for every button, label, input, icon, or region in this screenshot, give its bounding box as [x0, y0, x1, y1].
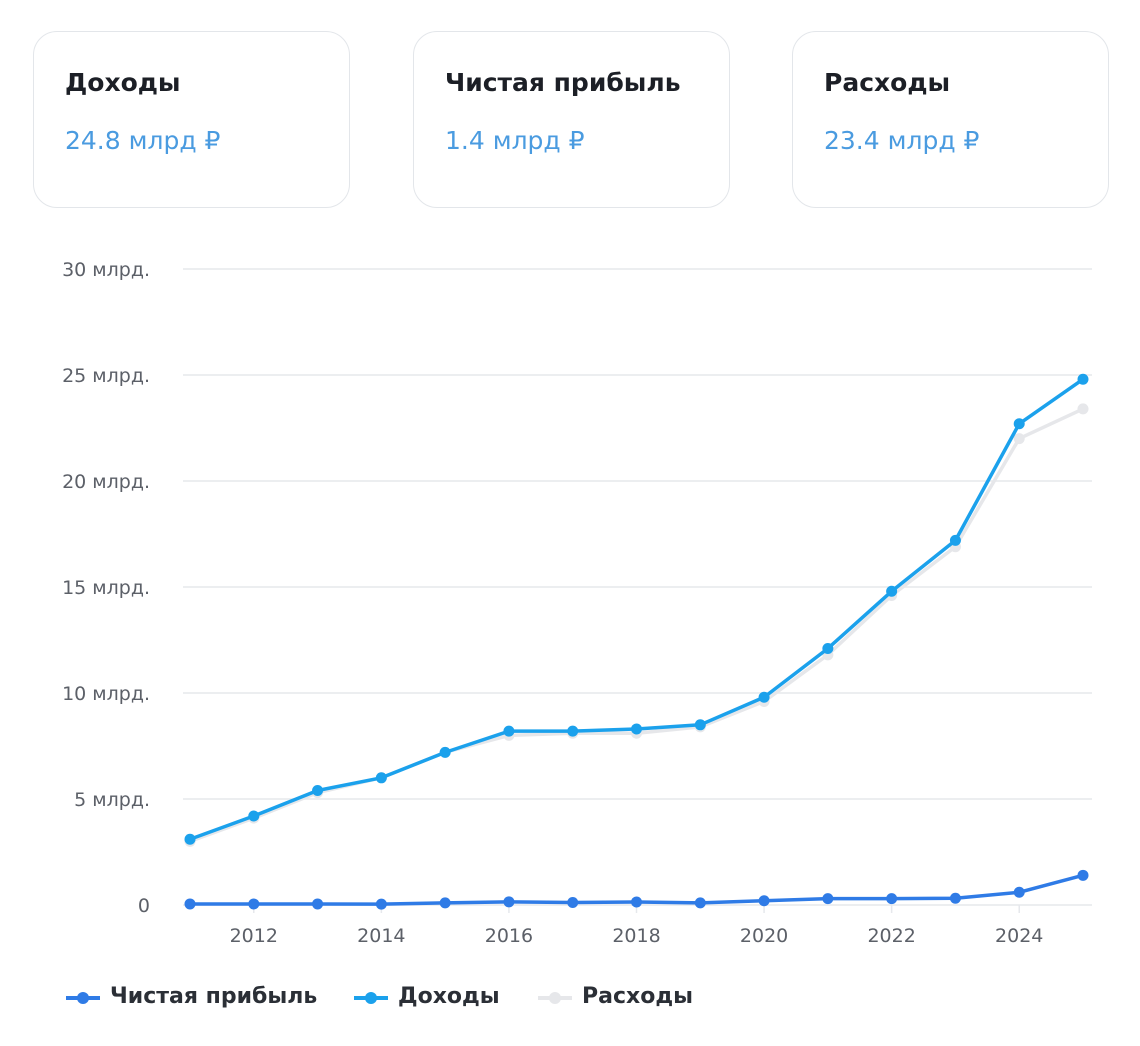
data-point-revenue	[1077, 373, 1089, 385]
data-point-revenue	[503, 725, 515, 737]
data-point-revenue	[886, 585, 898, 597]
data-point-revenue	[822, 642, 834, 654]
x-tick-label: 2022	[867, 925, 915, 947]
card-net-profit[interactable]: Чистая прибыль 1.4 млрд ₽	[413, 31, 730, 208]
data-point-revenue	[375, 772, 387, 784]
card-expenses-title: Расходы	[824, 68, 951, 97]
x-tick-label: 2016	[485, 925, 533, 947]
y-tick-label: 0	[138, 895, 150, 917]
card-revenue-title: Доходы	[65, 68, 181, 97]
data-point-revenue	[567, 725, 579, 737]
data-point-profit	[694, 897, 706, 909]
card-net-profit-value: 1.4 млрд ₽	[445, 126, 585, 155]
data-point-profit	[822, 893, 834, 905]
data-point-profit	[312, 898, 324, 910]
x-tick-label: 2024	[995, 925, 1043, 947]
x-tick-label: 2018	[612, 925, 660, 947]
data-point-revenue	[1013, 418, 1025, 430]
data-point-expenses	[1013, 433, 1025, 445]
grid-lines	[183, 268, 1092, 913]
data-point-profit	[758, 895, 770, 907]
card-expenses-value: 23.4 млрд ₽	[824, 126, 980, 155]
series-expenses	[184, 403, 1089, 847]
data-point-revenue	[312, 785, 324, 797]
series-line-expenses	[189, 407, 1084, 844]
data-point-revenue	[184, 833, 196, 845]
data-point-profit	[1013, 886, 1025, 898]
data-point-profit	[631, 896, 642, 908]
x-tick-label: 2020	[740, 925, 788, 947]
data-point-revenue	[248, 810, 260, 822]
data-point-expenses	[1077, 403, 1089, 415]
y-axis-tick-labels: 0 5 млрд. 10 млрд. 15 млрд. 20 млрд. 25 млрд.…	[62, 259, 150, 917]
data-point-profit	[439, 897, 451, 909]
data-point-profit	[949, 892, 961, 904]
data-point-profit	[503, 896, 515, 908]
y-tick-label: 30 млрд.	[62, 259, 150, 281]
data-point-revenue	[439, 746, 451, 758]
data-point-profit	[184, 898, 196, 910]
data-point-revenue	[758, 691, 770, 703]
summary-cards: Доходы 24.8 млрд ₽ Чистая прибыль 1.4 мл…	[33, 31, 1111, 210]
data-point-revenue	[949, 534, 961, 546]
data-point-profit	[1077, 869, 1089, 881]
y-tick-label: 20 млрд.	[62, 471, 150, 493]
series-profit	[184, 869, 1089, 910]
series-line-revenue	[189, 377, 1085, 841]
x-axis-tick-labels: 2012 2014 2016 2018 2020 2022 2024	[230, 925, 1044, 947]
series-layer	[184, 373, 1089, 910]
legend-swatch-revenue-dot	[365, 992, 377, 1004]
data-point-profit	[567, 896, 579, 908]
y-tick-label: 15 млрд.	[62, 577, 150, 599]
x-tick-label: 2014	[357, 925, 405, 947]
legend-swatch-expenses	[538, 992, 572, 1004]
card-net-profit-title: Чистая прибыль	[445, 68, 681, 97]
series-revenue	[184, 373, 1089, 845]
legend-swatch-profit-dot	[77, 992, 89, 1004]
data-point-revenue	[631, 723, 642, 735]
card-revenue-value: 24.8 млрд ₽	[65, 126, 221, 155]
x-tick-label: 2012	[230, 925, 278, 947]
data-point-profit	[886, 893, 898, 905]
data-point-profit	[248, 898, 260, 910]
legend-swatch-revenue	[354, 992, 388, 1004]
legend-label-profit: Чистая прибыль	[110, 984, 318, 1009]
data-point-profit	[375, 898, 387, 910]
card-expenses[interactable]: Расходы 23.4 млрд ₽	[792, 31, 1109, 208]
financial-line-chart: 0 5 млрд. 10 млрд. 15 млрд. 20 млрд. 25 млрд.…	[62, 259, 1092, 947]
y-tick-label: 5 млрд.	[74, 789, 150, 811]
y-tick-label: 10 млрд.	[62, 683, 150, 705]
legend-label-expenses: Расходы	[582, 984, 693, 1009]
legend-swatch-expenses-dot	[549, 992, 561, 1004]
y-tick-label: 25 млрд.	[62, 365, 150, 387]
chart-legend: Чистая прибыль Доходы Расходы	[66, 980, 1066, 1016]
card-revenue[interactable]: Доходы 24.8 млрд ₽	[33, 31, 350, 208]
legend-label-revenue: Доходы	[398, 984, 500, 1009]
legend-swatch-profit	[66, 992, 100, 1004]
data-point-revenue	[694, 719, 706, 731]
